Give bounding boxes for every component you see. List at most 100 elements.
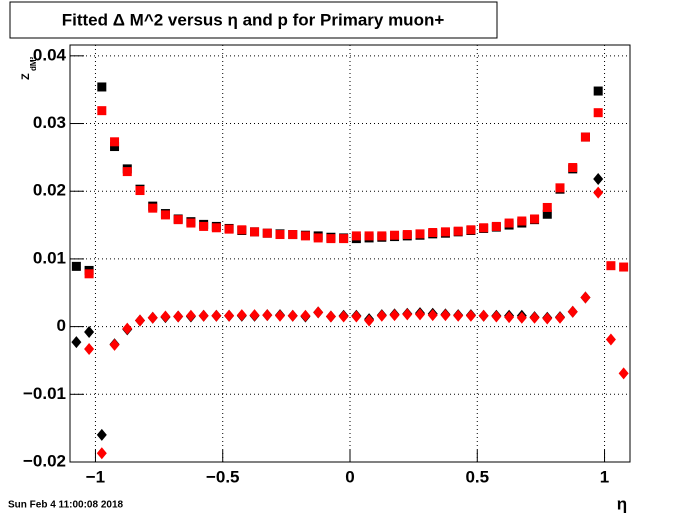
diamond-marker: [618, 367, 629, 380]
square-marker: [135, 186, 145, 196]
diamond-marker: [427, 309, 438, 322]
square-marker: [466, 225, 476, 235]
diamond-marker: [287, 309, 298, 322]
diamond-marker: [440, 309, 451, 322]
square-marker: [288, 230, 298, 240]
square-marker: [160, 210, 170, 220]
square-marker: [428, 228, 438, 238]
square-marker: [250, 227, 260, 237]
square-marker: [440, 227, 450, 237]
diamond-marker: [173, 310, 184, 323]
square-marker: [593, 108, 603, 118]
square-marker: [84, 269, 94, 279]
y-axis-label: Z: [20, 73, 32, 80]
y-tick-label: 0.02: [33, 181, 66, 200]
square-marker: [122, 167, 132, 177]
square-marker: [313, 233, 323, 243]
diamond-marker: [96, 447, 107, 460]
square-marker: [110, 142, 120, 152]
diamond-marker: [351, 310, 362, 323]
square-marker: [351, 231, 361, 241]
square-marker: [224, 224, 234, 234]
chart-title: Fitted Δ M^2 versus η and p for Primary …: [62, 10, 445, 29]
diamond-marker: [338, 310, 349, 323]
diamond-marker: [313, 306, 324, 319]
square-marker: [402, 230, 412, 240]
square-marker: [517, 216, 527, 226]
x-tick-label: 1: [600, 467, 609, 486]
diamond-marker: [325, 310, 336, 323]
square-marker: [453, 226, 463, 236]
square-marker: [110, 137, 120, 147]
square-marker: [542, 209, 552, 219]
diamond-marker: [211, 309, 222, 322]
square-marker: [237, 225, 247, 235]
square-marker: [199, 221, 209, 231]
square-marker: [211, 223, 221, 233]
square-marker: [568, 163, 578, 173]
diamond-marker: [504, 311, 515, 324]
square-marker: [593, 86, 603, 96]
diamond-marker: [478, 309, 489, 322]
square-marker: [71, 261, 81, 271]
square-marker: [97, 106, 107, 116]
square-marker: [580, 132, 590, 142]
diamond-marker: [593, 173, 604, 186]
square-marker: [491, 221, 501, 231]
square-marker: [479, 223, 489, 233]
square-marker: [97, 82, 107, 92]
diamond-marker: [542, 312, 553, 325]
square-marker: [415, 229, 425, 239]
diamond-marker: [415, 308, 425, 321]
diamond-marker: [160, 310, 171, 323]
diamond-marker: [236, 309, 247, 322]
diamond-marker: [300, 309, 311, 322]
y-axis-label-group: Z dM²: [20, 56, 38, 80]
square-marker: [148, 203, 158, 213]
square-marker: [275, 230, 285, 240]
x-tick-label: 0.5: [465, 467, 489, 486]
timestamp: Sun Feb 4 11:00:08 2018: [8, 500, 124, 511]
square-marker: [390, 230, 400, 240]
diamond-marker: [122, 322, 133, 335]
diamond-marker: [275, 309, 285, 322]
diamond-marker: [84, 326, 95, 339]
y-tick-label: 0.04: [33, 45, 67, 64]
y-tick-label: 0.01: [33, 248, 66, 267]
x-tick-label: −1: [86, 467, 105, 486]
diamond-marker: [84, 342, 95, 355]
square-marker: [339, 234, 349, 244]
diamond-marker: [262, 309, 273, 322]
square-marker: [300, 231, 310, 241]
x-axis-label: η: [617, 494, 627, 513]
diamond-marker: [109, 338, 120, 351]
square-marker: [173, 215, 183, 225]
diamond-marker: [185, 309, 196, 322]
square-marker: [555, 183, 565, 193]
square-marker: [606, 261, 616, 271]
diamond-marker: [147, 311, 158, 324]
diamond-marker: [364, 314, 375, 327]
diamond-marker: [402, 308, 413, 321]
y-tick-label: 0.03: [33, 113, 66, 132]
square-marker: [377, 231, 387, 241]
diamond-marker: [605, 333, 616, 346]
diamond-marker: [376, 309, 387, 322]
square-marker: [186, 218, 196, 228]
diamond-marker: [491, 310, 502, 323]
square-marker: [542, 202, 552, 212]
square-marker: [364, 231, 374, 241]
diamond-marker: [516, 311, 527, 324]
x-tick-label: −0.5: [206, 467, 240, 486]
square-marker: [530, 214, 540, 224]
y-tick-label: −0.02: [23, 451, 66, 470]
square-marker: [262, 228, 272, 238]
square-marker: [619, 262, 629, 272]
title-box: [9, 1, 498, 39]
diamond-marker: [224, 309, 235, 322]
diamond-marker: [555, 311, 565, 324]
diamond-marker: [453, 309, 464, 322]
diamond-marker: [465, 309, 476, 322]
diamond-marker: [389, 309, 400, 322]
